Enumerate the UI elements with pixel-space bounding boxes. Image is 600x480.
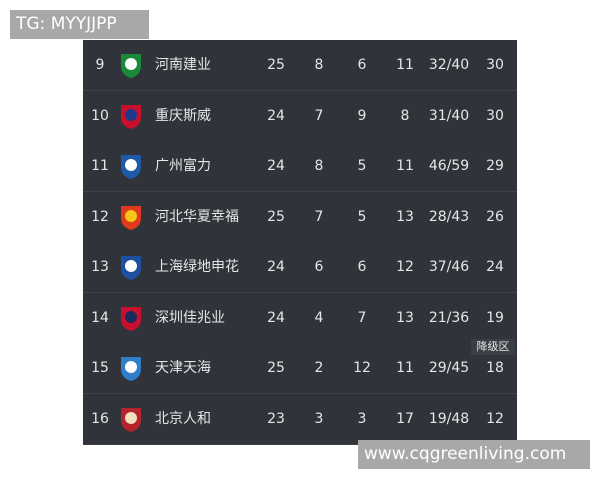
goals: 32/40: [428, 57, 470, 73]
points: 18: [486, 360, 504, 376]
table-row: 13 上海绿地申花 24 6 6 12 37/46 24: [83, 242, 517, 293]
watermark: TG: MYYJJPP: [10, 10, 149, 39]
losses: 11: [396, 158, 414, 174]
rank: 10: [91, 107, 109, 124]
table-row: 12 河北华夏幸福 25 7 5 13 28/43 26: [83, 191, 517, 243]
team-logo: [121, 155, 141, 179]
wins: 2: [314, 360, 324, 376]
goals: 37/46: [428, 259, 470, 275]
draws: 6: [357, 259, 367, 275]
points: 26: [486, 208, 504, 225]
team-name: 深圳佳兆业: [155, 309, 225, 326]
table-row: 9 河南建业 25 8 6 11 32/40 30: [83, 40, 517, 91]
rank: 12: [91, 208, 109, 225]
points: 30: [486, 107, 504, 124]
rank: 14: [91, 309, 109, 326]
table-row: 16 北京人和 23 3 3 17 19/48 12: [83, 393, 517, 445]
points: 12: [486, 410, 504, 427]
draws: 7: [357, 309, 367, 326]
played: 24: [267, 309, 285, 326]
relegation-zone-label: 降级区: [471, 339, 515, 355]
table-row: 14 深圳佳兆业 24 4 7 13 21/36 19: [83, 292, 517, 344]
standings-table: 9 河南建业 25 8 6 11 32/40 30 10 重庆斯威 24 7 9 8 31/40 30 11 广州…: [83, 40, 517, 445]
goals: 19/48: [428, 410, 470, 427]
wins: 7: [314, 107, 324, 124]
rank: 13: [91, 259, 109, 275]
wins: 3: [314, 410, 324, 427]
draws: 5: [357, 158, 367, 174]
wins: 6: [314, 259, 324, 275]
watermark: www.cqgreenliving.com: [358, 440, 590, 469]
losses: 13: [396, 208, 414, 225]
losses: 11: [396, 360, 414, 376]
played: 25: [267, 208, 285, 225]
rank: 15: [91, 360, 109, 376]
team-logo: [121, 54, 141, 78]
team-logo: [121, 357, 141, 381]
draws: 12: [353, 360, 371, 376]
losses: 12: [396, 259, 414, 275]
team-logo: [121, 205, 141, 230]
goals: 21/36: [428, 309, 470, 326]
losses: 8: [400, 107, 410, 124]
team-name: 北京人和: [155, 410, 211, 427]
team-name: 河南建业: [155, 57, 211, 73]
team-name: 重庆斯威: [155, 107, 211, 124]
team-name: 上海绿地申花: [155, 259, 239, 275]
table-row: 11 广州富力 24 8 5 11 46/59 29: [83, 141, 517, 192]
played: 25: [267, 360, 285, 376]
points: 30: [486, 57, 504, 73]
team-name: 广州富力: [155, 158, 211, 174]
goals: 31/40: [428, 107, 470, 124]
losses: 11: [396, 57, 414, 73]
losses: 13: [396, 309, 414, 326]
losses: 17: [396, 410, 414, 427]
points: 29: [486, 158, 504, 174]
draws: 9: [357, 107, 367, 124]
played: 24: [267, 107, 285, 124]
points: 19: [486, 309, 504, 326]
team-logo: [121, 256, 141, 280]
played: 24: [267, 158, 285, 174]
team-logo: [121, 306, 141, 331]
team-logo: [121, 407, 141, 432]
draws: 3: [357, 410, 367, 427]
wins: 8: [314, 158, 324, 174]
played: 25: [267, 57, 285, 73]
points: 24: [486, 259, 504, 275]
wins: 4: [314, 309, 324, 326]
rank: 9: [95, 57, 105, 73]
played: 24: [267, 259, 285, 275]
wins: 8: [314, 57, 324, 73]
rank: 11: [91, 158, 109, 174]
table-row: 10 重庆斯威 24 7 9 8 31/40 30: [83, 90, 517, 142]
table-row: 15 天津天海 25 2 12 11 29/45 18: [83, 343, 517, 394]
played: 23: [267, 410, 285, 427]
draws: 5: [357, 208, 367, 225]
team-logo: [121, 104, 141, 129]
goals: 28/43: [428, 208, 470, 225]
goals: 29/45: [428, 360, 470, 376]
wins: 7: [314, 208, 324, 225]
goals: 46/59: [428, 158, 470, 174]
team-name: 河北华夏幸福: [155, 208, 239, 225]
team-name: 天津天海: [155, 360, 211, 376]
draws: 6: [357, 57, 367, 73]
rank: 16: [91, 410, 109, 427]
